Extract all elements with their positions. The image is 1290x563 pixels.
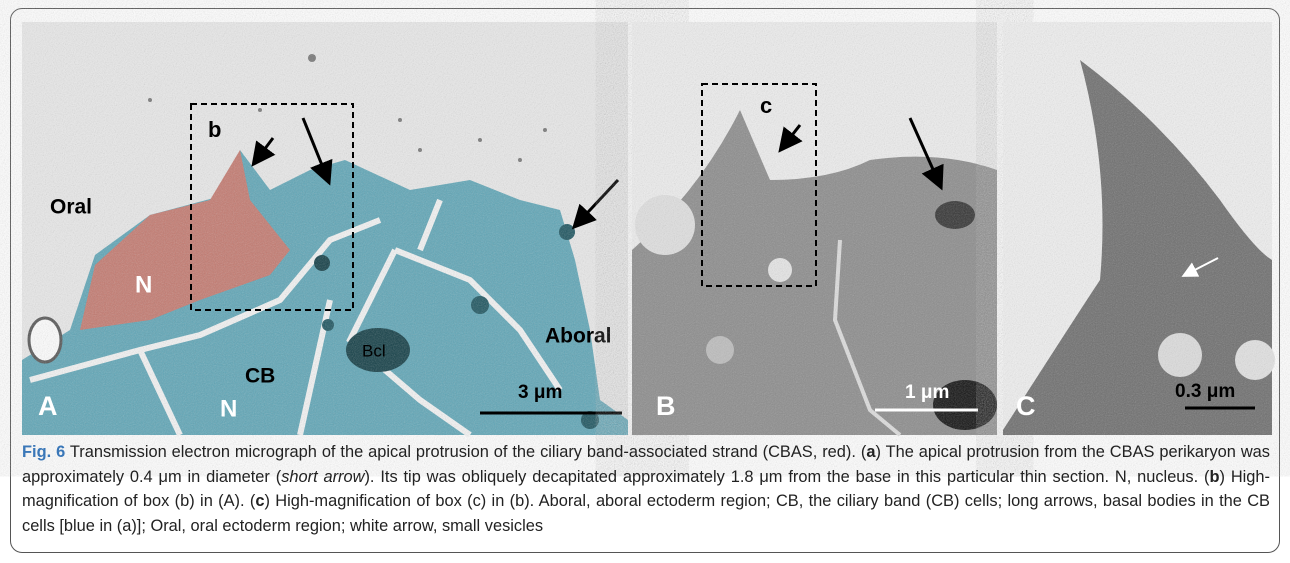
nucleus-label: N [220, 395, 237, 422]
box-label: b [208, 117, 221, 142]
scale-label: 0.3 μm [1175, 381, 1235, 402]
caption-segment: b [1209, 468, 1219, 486]
page: b Oral N CB N Bcl Aboral 3 μm A c 1 μm B… [0, 0, 1290, 563]
cell-label: CB [245, 365, 275, 388]
nucleus-label: N [135, 271, 152, 298]
caption-segment: ). Its tip was obliquely decapitated app… [364, 468, 1209, 486]
caption-segment: short arrow [281, 468, 364, 486]
bcl-label: Bcl [362, 341, 386, 360]
panel-b: c 1 μm B [632, 22, 997, 435]
region-label: Oral [50, 196, 92, 219]
panel-letter: B [656, 391, 676, 421]
panel-c: 0.3 μm C [1003, 22, 1275, 435]
panel-letter: A [38, 391, 58, 421]
panel-a: b Oral N CB N Bcl Aboral 3 μm A [22, 22, 628, 435]
box-label: c [760, 93, 772, 118]
caption-label: Fig. 6 [22, 443, 65, 461]
caption-segment: Transmission electron micrograph of the … [65, 443, 866, 461]
region-label: Aboral [545, 325, 612, 348]
scale-label: 3 μm [518, 382, 562, 403]
scale-label: 1 μm [905, 382, 949, 403]
panel-letter: C [1016, 391, 1036, 421]
caption: Fig. 6 Transmission electron micrograph … [22, 440, 1270, 538]
